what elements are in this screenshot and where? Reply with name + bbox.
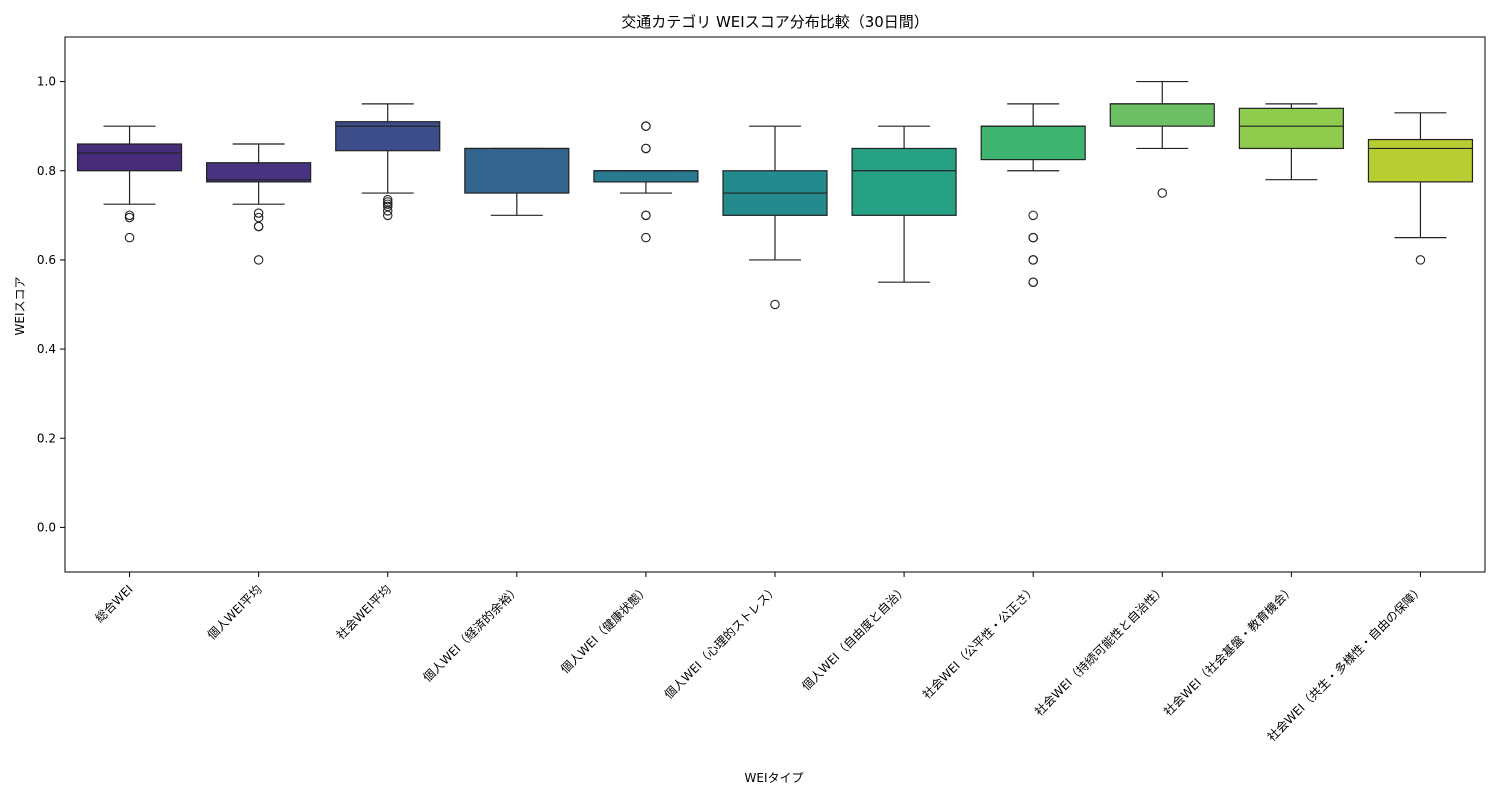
x-tick-label: 個人WEI（心理的ストレス） <box>661 582 781 702</box>
x-axis-label: WEIタイプ <box>745 771 804 785</box>
outlier-point <box>124 210 135 221</box>
outlier-point <box>1415 255 1426 265</box>
box-iqr <box>464 147 570 194</box>
box-iqr <box>593 170 699 183</box>
outlier-point <box>641 121 651 131</box>
outlier-point <box>1157 188 1168 198</box>
x-tick-label: 社会WEI平均 <box>333 582 394 643</box>
x-tick-label: 個人WEI（自由度と自治） <box>798 582 910 694</box>
outlier-point <box>641 210 651 221</box>
y-tick-label: 0.4 <box>37 342 56 356</box>
outlier-point <box>1028 210 1038 221</box>
chart-title: 交通カテゴリ WEIスコア分布比較（30日間） <box>621 13 929 31</box>
outlier-point <box>382 194 393 205</box>
outlier-point <box>253 208 264 218</box>
box-iqr <box>1109 103 1215 127</box>
box-iqr <box>206 162 312 183</box>
x-tick-label: 個人WEI（経済的余裕） <box>420 582 523 685</box>
box-iqr <box>76 143 183 172</box>
x-tick-label: 総合WEI <box>92 582 136 626</box>
x-tick-label: 社会WEI（共生・多様性・自由の保障） <box>1264 582 1427 745</box>
outlier-point <box>124 212 135 223</box>
outlier-point <box>382 199 393 209</box>
y-axis-label: WEIスコア <box>13 277 27 336</box>
y-tick-label: 0.2 <box>37 431 56 445</box>
outlier-point <box>382 210 393 221</box>
box-iqr <box>851 147 957 216</box>
y-tick-label: 0.6 <box>37 253 56 267</box>
y-tick-label: 0.0 <box>37 520 56 534</box>
x-tick-label: 社会WEI（持続可能性と自治性） <box>1031 582 1168 719</box>
x-tick-label: 個人WEI平均 <box>205 582 265 642</box>
y-tick-label: 0.8 <box>37 164 56 178</box>
box-iqr <box>980 125 1086 161</box>
outlier-point <box>641 143 651 154</box>
outlier-point <box>641 232 651 243</box>
y-tick-label: 1.0 <box>37 75 56 89</box>
outlier-point <box>770 299 780 310</box>
outlier-point <box>1028 255 1038 265</box>
x-tick-label: 社会WEI（公平性・公正さ） <box>919 582 1039 702</box>
outlier-point <box>253 221 264 232</box>
box-iqr <box>1367 138 1474 183</box>
x-tick-label: 社会WEI（社会基盤・教育機会） <box>1160 582 1297 719</box>
outlier-point <box>124 232 135 243</box>
x-tick-label: 個人WEI（健康状態） <box>557 582 652 677</box>
outlier-point <box>1028 277 1038 287</box>
outlier-point <box>382 206 393 216</box>
outlier-point <box>253 255 264 265</box>
outlier-point <box>1028 232 1038 243</box>
box-iqr <box>1238 107 1344 150</box>
